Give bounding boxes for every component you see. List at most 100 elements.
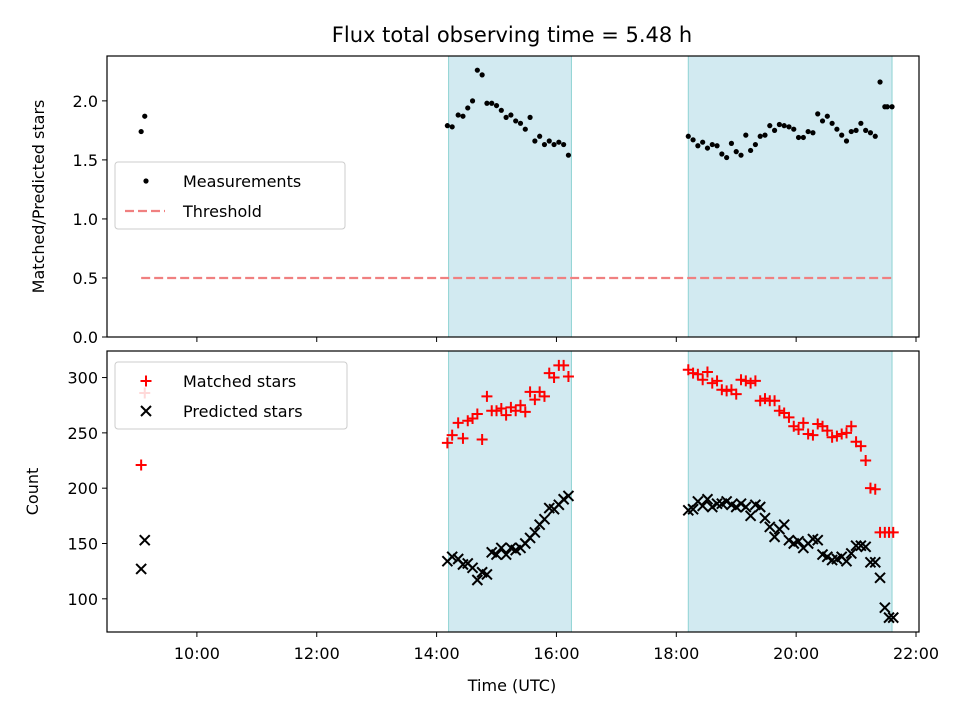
data-point [834, 126, 840, 132]
data-point [748, 147, 754, 154]
data-point [829, 120, 835, 126]
data-point [471, 574, 484, 586]
data-point [484, 100, 490, 106]
data-point [557, 493, 570, 505]
data-point [457, 432, 469, 444]
data-point [845, 420, 857, 432]
data-point [807, 429, 819, 441]
data-point [740, 501, 752, 513]
data-point [503, 114, 509, 120]
data-point [728, 140, 735, 146]
data-point [843, 138, 850, 144]
data-point [869, 483, 881, 495]
data-point [460, 113, 466, 119]
data-point [517, 120, 524, 126]
data-point [762, 132, 768, 138]
data-point [465, 105, 471, 111]
data-point [867, 130, 874, 136]
data-point [481, 568, 493, 581]
data-point [767, 123, 773, 129]
legend-label: Predicted stars [183, 402, 303, 421]
data-point [754, 501, 766, 513]
y-axis-label: Matched/Predicted stars [29, 100, 48, 294]
shaded-region-2 [687, 350, 893, 633]
data-point [476, 434, 488, 446]
data-point [529, 526, 541, 539]
data-point [795, 134, 802, 141]
data-point [791, 126, 797, 132]
data-point [887, 611, 899, 624]
data-point [685, 133, 691, 139]
data-point [821, 425, 833, 437]
data-point [696, 500, 709, 512]
data-point [776, 121, 782, 128]
data-point [474, 67, 480, 73]
data-point [744, 510, 757, 522]
data-point [719, 151, 725, 157]
data-point [687, 367, 699, 379]
data-point [704, 145, 711, 151]
data-point [850, 540, 862, 552]
data-point [562, 370, 574, 382]
data-point [490, 548, 503, 561]
data-point [711, 497, 723, 510]
data-point [883, 611, 895, 624]
y-tick-label: 0.0 [73, 328, 98, 347]
data-point [142, 113, 148, 119]
chart-title: Flux total observing time = 5.48 h [332, 23, 692, 47]
data-point [889, 104, 895, 110]
data-point [537, 133, 543, 139]
data-point [565, 152, 572, 158]
data-point [687, 503, 699, 515]
data-point [869, 556, 881, 569]
data-point [797, 417, 809, 429]
data-point [839, 132, 845, 138]
data-point [532, 138, 538, 144]
data-point [730, 388, 742, 400]
data-point [541, 141, 548, 148]
data-point [840, 427, 852, 439]
plot-frame [106, 350, 920, 633]
data-point [452, 417, 464, 429]
data-point [792, 535, 805, 547]
data-point [859, 541, 872, 553]
data-point [446, 429, 458, 441]
legend-label: Measurements [183, 172, 301, 191]
data-point [489, 100, 495, 106]
y-tick-label: 1.0 [73, 210, 98, 229]
data-point [514, 399, 526, 411]
data-point [692, 368, 704, 380]
legend-label: Matched stars [183, 372, 296, 391]
panel-counts: 10:00 12:00 14:00 16:00 18:00 20:00 22:00 100 15… [23, 350, 939, 663]
series-dot [138, 67, 895, 161]
data-point [519, 406, 531, 418]
x-tick-label: 18:00 [653, 644, 699, 663]
data-point [493, 102, 500, 109]
y-tick-label: 200 [67, 479, 98, 498]
data-point [495, 403, 507, 415]
legend-marker [140, 405, 152, 417]
data-point [706, 377, 718, 389]
data-point [495, 542, 508, 554]
data-point [546, 138, 552, 144]
data-point [743, 132, 749, 138]
y-tick-label: 300 [67, 369, 98, 388]
data-point [701, 493, 714, 505]
data-point [752, 141, 759, 148]
data-point [874, 572, 886, 584]
y-tick-label: 2.0 [73, 92, 98, 111]
data-point [469, 98, 476, 104]
data-point [740, 375, 752, 387]
data-point [700, 139, 706, 145]
data-point [716, 384, 728, 396]
shaded-region-1 [448, 55, 572, 338]
data-point [855, 440, 867, 452]
legend-label: Threshold [182, 202, 262, 221]
data-point [524, 386, 536, 398]
data-point [135, 563, 147, 575]
data-point [735, 497, 747, 510]
data-point [745, 377, 757, 389]
data-point [697, 374, 709, 386]
data-point [695, 143, 701, 149]
legend-box [114, 361, 348, 430]
